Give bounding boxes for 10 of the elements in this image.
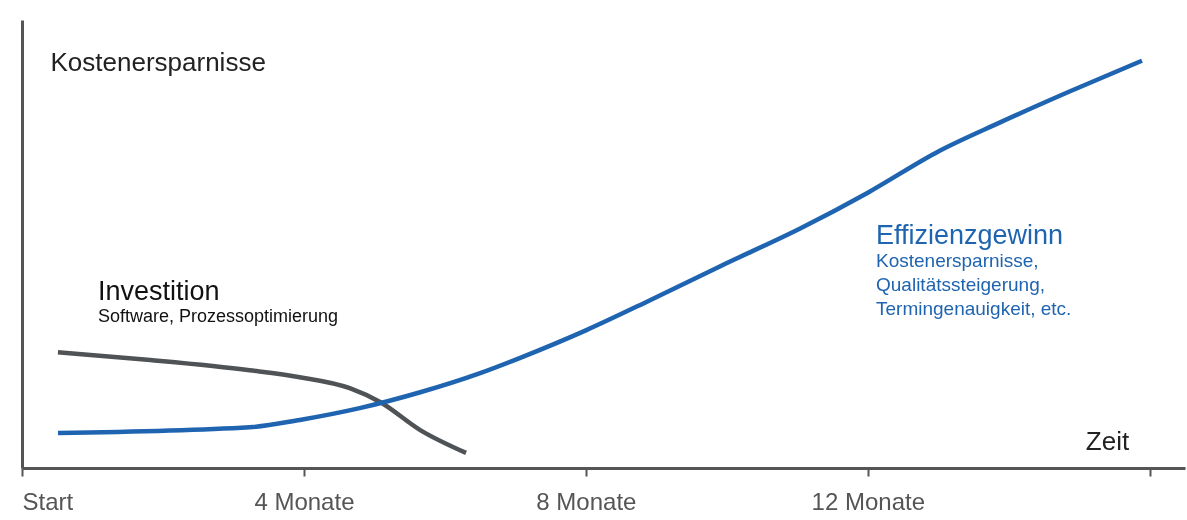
x-tick-label: Start (22, 487, 74, 515)
annotation: Software, Prozessoptimierung (98, 306, 339, 326)
x-tick-label: 8 Monate (536, 487, 637, 515)
series-label: Effizienzgewinn (876, 220, 1064, 250)
x-axis-title: Zeit (1085, 425, 1130, 456)
x-tick-label: 4 Monate (254, 487, 355, 515)
x-tick-label: 12 Monate (811, 487, 926, 515)
y-axis-title: Kostenersparnisse (50, 46, 266, 77)
annotation: Kostenersparnisse, Qualitätssteigerung, Termingenauigkeit, etc. (876, 250, 1072, 319)
series-label: Investition (98, 276, 220, 306)
